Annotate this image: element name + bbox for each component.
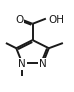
Text: N: N bbox=[18, 59, 26, 69]
Text: OH: OH bbox=[48, 15, 64, 25]
Text: N: N bbox=[39, 59, 47, 69]
Text: O: O bbox=[15, 15, 23, 25]
